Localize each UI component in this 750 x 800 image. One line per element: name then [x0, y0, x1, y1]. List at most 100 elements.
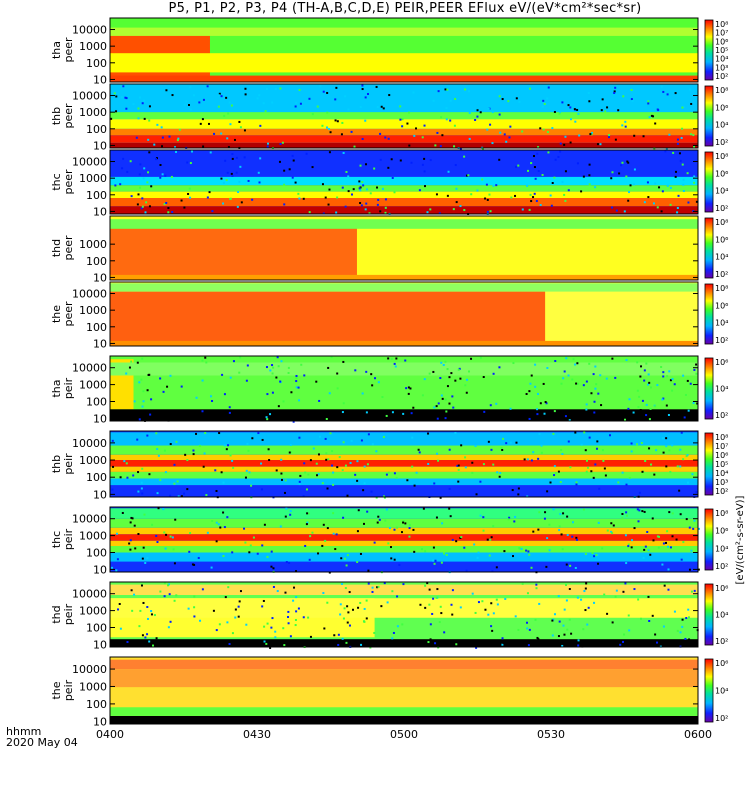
spectrogram-speckle: [331, 450, 334, 453]
spectrogram-speckle: [133, 400, 136, 403]
spectrogram-speckle: [561, 644, 564, 647]
spectrogram-speckle: [676, 629, 679, 632]
spectrogram-speckle: [237, 615, 240, 618]
spectrogram-speckle: [601, 98, 604, 101]
spectrogram-speckle: [432, 546, 435, 549]
spectrogram-speckle: [246, 364, 249, 367]
spectrogram-speckle: [510, 196, 513, 199]
spectrogram-speckle: [547, 151, 550, 154]
colorbar-tick-label: 10²: [715, 72, 728, 81]
y-tick-label: 10000: [72, 288, 107, 301]
y-label-species: peer: [62, 169, 75, 195]
spectrogram-speckle: [166, 385, 169, 388]
spectrogram-speckle: [448, 402, 451, 405]
spectrogram-speckle: [125, 372, 128, 375]
spectrogram-speckle: [649, 407, 652, 410]
spectrogram-speckle: [356, 479, 359, 482]
spectrogram-speckle: [112, 465, 115, 468]
spectrogram-speckle: [156, 447, 159, 450]
spectrogram-speckle: [534, 385, 537, 388]
spectrogram-speckle: [675, 538, 678, 541]
spectrogram-speckle: [621, 517, 624, 520]
spectrogram-speckle: [568, 419, 571, 422]
spectrogram-speckle: [638, 395, 641, 398]
spectrogram-speckle: [650, 114, 653, 117]
spectrogram-speckle: [431, 612, 434, 615]
spectrogram-speckle: [346, 494, 349, 497]
spectrogram-speckle: [680, 431, 683, 434]
spectrogram-speckle: [189, 108, 192, 111]
spectrogram-speckle: [521, 582, 524, 585]
y-tick-label: 10: [93, 139, 107, 152]
spectrogram-speckle: [599, 143, 602, 146]
spectrogram-speckle: [381, 187, 384, 190]
spectrogram-speckle: [232, 466, 235, 469]
spectrogram-speckle: [561, 453, 564, 456]
spectrogram-speckle: [119, 183, 122, 186]
spectrogram-speckle: [688, 638, 691, 641]
spectrogram-speckle: [533, 192, 536, 195]
spectrogram-speckle: [238, 600, 241, 603]
spectrogram-speckle: [455, 187, 458, 190]
spectrogram-speckle: [174, 518, 177, 521]
spectrogram-speckle: [143, 99, 146, 102]
x-tick-label: 0430: [243, 728, 271, 741]
spectrogram-speckle: [321, 482, 324, 485]
spectrogram-speckle: [509, 441, 512, 444]
spectrogram-speckle: [163, 531, 166, 534]
spectrogram-speckle: [614, 138, 617, 141]
spectrogram-speckle: [566, 628, 569, 631]
spectrogram-speckle: [387, 357, 390, 360]
spectrogram-speckle: [295, 101, 298, 104]
spectrogram-speckle: [346, 605, 349, 608]
spectrogram-speckle: [129, 539, 132, 542]
spectrogram-speckle: [629, 184, 632, 187]
spectrogram-speckle: [481, 178, 484, 181]
spectrogram-speckle: [294, 618, 297, 621]
spectrogram-speckle: [433, 482, 436, 485]
spectrogram-speckle: [539, 203, 542, 206]
colorbar-tick-label: 10⁸: [715, 152, 728, 161]
spectrogram-speckle: [648, 620, 651, 623]
spectrogram-speckle: [128, 366, 131, 369]
spectrogram-speckle: [569, 466, 572, 469]
spectrogram-speckle: [542, 128, 545, 131]
spectrogram-speckle: [506, 413, 509, 416]
spectrogram-speckle: [529, 193, 532, 196]
spectrogram-speckle: [585, 403, 588, 406]
spectrogram-speckle: [341, 411, 344, 414]
spectrogram-speckle: [547, 86, 550, 89]
spectrogram-speckle: [266, 145, 269, 148]
spectrogram-speckle: [144, 561, 147, 564]
spectrogram-speckle: [150, 610, 153, 613]
time-axis-label: hhmm: [6, 725, 41, 738]
spectrogram-speckle: [476, 115, 479, 118]
spectrogram-speckle: [328, 188, 331, 191]
spectrogram-speckle: [169, 374, 172, 377]
spectrogram-speckle: [128, 542, 131, 545]
spectrogram-speckle: [558, 111, 561, 114]
y-axis-label: thapeir: [50, 377, 75, 399]
spectrogram-energy-band: [110, 409, 698, 421]
spectrogram-speckle: [211, 519, 214, 522]
spectrogram-speckle: [454, 97, 457, 100]
spectrogram-speckle: [144, 211, 147, 214]
spectrogram-speckle: [636, 361, 639, 364]
y-tick-label: 10: [93, 638, 107, 651]
spectrogram-speckle: [139, 609, 142, 612]
colorbar: [704, 658, 714, 723]
spectrogram-speckle: [625, 483, 628, 486]
spectrogram-speckle: [567, 104, 570, 107]
spectrogram-speckle: [558, 525, 561, 528]
spectrogram-speckle: [669, 470, 672, 473]
spectrogram-speckle: [695, 491, 698, 494]
spectrogram-speckle: [164, 471, 167, 474]
spectrogram-speckle: [571, 535, 574, 538]
spectrogram-speckle: [387, 471, 390, 474]
spectrogram-speckle: [189, 86, 192, 89]
spectrogram-speckle: [399, 159, 402, 162]
spectrogram-speckle: [681, 163, 684, 166]
spectrogram-speckle: [468, 111, 471, 114]
spectrogram-speckle: [212, 609, 215, 612]
spectrogram-speckle: [544, 511, 547, 514]
